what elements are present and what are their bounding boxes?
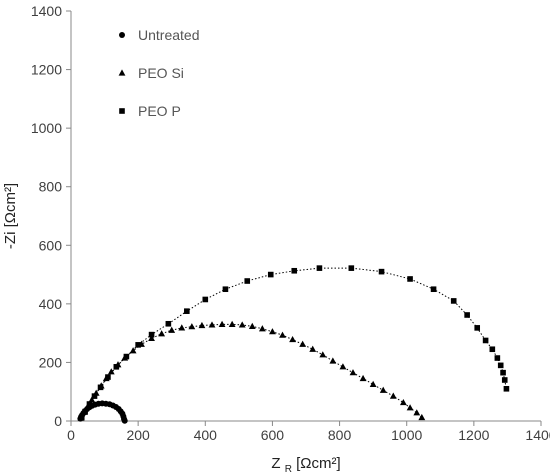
fit-curves — [79, 267, 507, 421]
legend-label: Untreated — [138, 27, 199, 43]
square-marker — [489, 346, 496, 353]
square-marker — [82, 408, 88, 415]
x-tick-label: 600 — [261, 427, 285, 443]
triangle-marker — [359, 374, 367, 382]
square-marker — [500, 369, 506, 376]
triangle-marker — [148, 334, 155, 342]
x-tick-label: 200 — [126, 427, 150, 443]
triangle-marker — [379, 386, 387, 393]
square-marker — [497, 362, 504, 369]
x-axis-label-sub: R — [285, 464, 292, 475]
triangle-marker — [329, 357, 337, 364]
square-marker — [474, 325, 481, 331]
square-marker — [267, 271, 274, 278]
x-tick-label: 800 — [328, 427, 352, 443]
triangle-marker — [319, 351, 327, 358]
triangle-marker — [188, 323, 196, 330]
square-marker — [165, 320, 172, 327]
square-marker — [450, 298, 457, 304]
square-marker — [501, 377, 508, 383]
x-tick-label: 1000 — [391, 427, 422, 443]
triangle-marker — [129, 347, 137, 354]
square-marker — [244, 278, 251, 284]
y-tick-label: 600 — [39, 237, 63, 253]
y-tick-label: 200 — [39, 354, 63, 370]
triangle-marker — [413, 409, 421, 416]
legend-label: PEO P — [138, 103, 181, 119]
circle-marker — [121, 417, 128, 424]
triangle-marker — [158, 330, 166, 337]
triangle-marker — [369, 380, 377, 387]
y-tick-label: 1400 — [31, 3, 62, 19]
square-marker — [348, 265, 355, 271]
triangle-marker — [349, 369, 357, 376]
circle-marker — [119, 32, 125, 38]
triangle-marker — [309, 345, 317, 352]
x-tick-label: 400 — [194, 427, 218, 443]
x-tick-label: 1200 — [458, 427, 489, 443]
square-marker — [86, 401, 93, 407]
triangle-marker — [279, 331, 286, 338]
square-marker — [407, 276, 413, 282]
square-marker — [464, 312, 470, 318]
square-marker — [113, 364, 120, 370]
triangle-marker — [218, 320, 226, 327]
square-marker — [97, 384, 104, 391]
square-marker — [503, 385, 510, 392]
square-marker — [184, 308, 190, 314]
square-marker — [222, 286, 229, 293]
y-tick-label: 400 — [39, 296, 63, 312]
triangle-marker — [258, 325, 266, 332]
x-tick-label: 0 — [67, 427, 75, 443]
triangle-marker — [107, 368, 115, 375]
square-marker — [148, 331, 155, 338]
triangle-marker — [269, 328, 276, 335]
y-axis-label: -Zi [Ωcm²] — [2, 183, 19, 249]
triangle-marker — [289, 335, 296, 343]
y-tick-label: 1200 — [31, 62, 62, 78]
axes: 0 200 400 600 800 1000 1200 1400 0 200 400 600 800 10… — [31, 3, 550, 443]
x-axis-label-unit: [Ωcm²] — [296, 455, 341, 472]
x-tick-label: 1400 — [525, 427, 550, 443]
fit-curve-peo-p — [81, 267, 507, 418]
legend-label: PEO Si — [138, 65, 184, 81]
data-markers — [77, 265, 510, 424]
triangle-marker — [208, 321, 216, 328]
square-marker — [135, 342, 141, 348]
triangle-marker — [389, 392, 397, 399]
square-marker — [291, 267, 298, 274]
y-tick-label: 1000 — [31, 120, 62, 136]
square-marker — [316, 265, 323, 271]
square-marker — [202, 296, 209, 303]
triangle-marker — [238, 321, 246, 328]
y-tick-label: 0 — [54, 413, 62, 429]
triangle-marker — [406, 404, 414, 411]
square-marker — [119, 108, 125, 114]
square-marker — [482, 337, 489, 344]
triangle-marker — [178, 324, 186, 331]
square-marker — [378, 268, 385, 275]
triangle-marker — [299, 340, 307, 347]
triangle-marker — [248, 322, 256, 330]
triangle-marker — [399, 398, 407, 406]
legend: Untreated PEO Si PEO P — [118, 27, 199, 119]
triangle-marker — [168, 326, 176, 333]
triangle-marker — [228, 320, 236, 327]
square-marker — [105, 374, 111, 380]
triangle-marker — [339, 363, 347, 370]
x-axis-label-main: Z — [271, 455, 280, 472]
triangle-marker — [88, 396, 96, 403]
triangle-marker — [418, 413, 426, 421]
triangle-marker — [198, 321, 206, 329]
y-tick-label: 800 — [39, 179, 63, 195]
square-marker — [91, 393, 98, 399]
square-marker — [430, 286, 437, 293]
triangle-marker — [118, 69, 126, 76]
square-marker — [494, 355, 501, 361]
square-marker — [78, 414, 85, 421]
x-axis-label: Z R [Ωcm²] — [271, 455, 340, 475]
square-marker — [123, 353, 130, 360]
fit-curve-peo-si — [80, 323, 423, 419]
